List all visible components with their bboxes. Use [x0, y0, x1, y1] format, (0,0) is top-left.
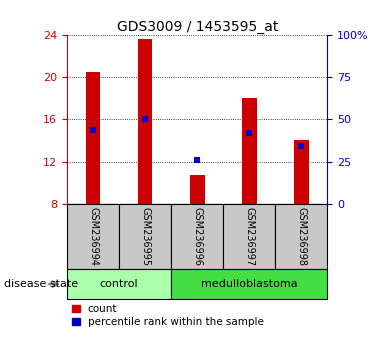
Text: GSM236995: GSM236995	[140, 207, 150, 266]
Text: disease state: disease state	[4, 279, 78, 289]
Text: GSM236994: GSM236994	[88, 207, 98, 266]
Bar	[67, 269, 171, 299]
Bar	[67, 204, 119, 269]
Bar	[86, 72, 100, 204]
Bar	[223, 204, 275, 269]
Title: GDS3009 / 1453595_at: GDS3009 / 1453595_at	[116, 21, 278, 34]
Bar	[171, 204, 223, 269]
Text: medulloblastoma: medulloblastoma	[201, 279, 298, 289]
Text: control: control	[100, 279, 138, 289]
Bar	[138, 39, 152, 204]
Bar	[242, 98, 257, 204]
Bar	[275, 204, 327, 269]
Text: GSM236996: GSM236996	[192, 207, 202, 266]
Bar	[119, 204, 171, 269]
Text: GSM236997: GSM236997	[244, 207, 254, 266]
Text: GSM236998: GSM236998	[296, 207, 306, 266]
Bar	[171, 269, 327, 299]
Bar	[294, 141, 309, 204]
Legend: count, percentile rank within the sample: count, percentile rank within the sample	[72, 304, 264, 327]
Bar	[190, 175, 205, 204]
